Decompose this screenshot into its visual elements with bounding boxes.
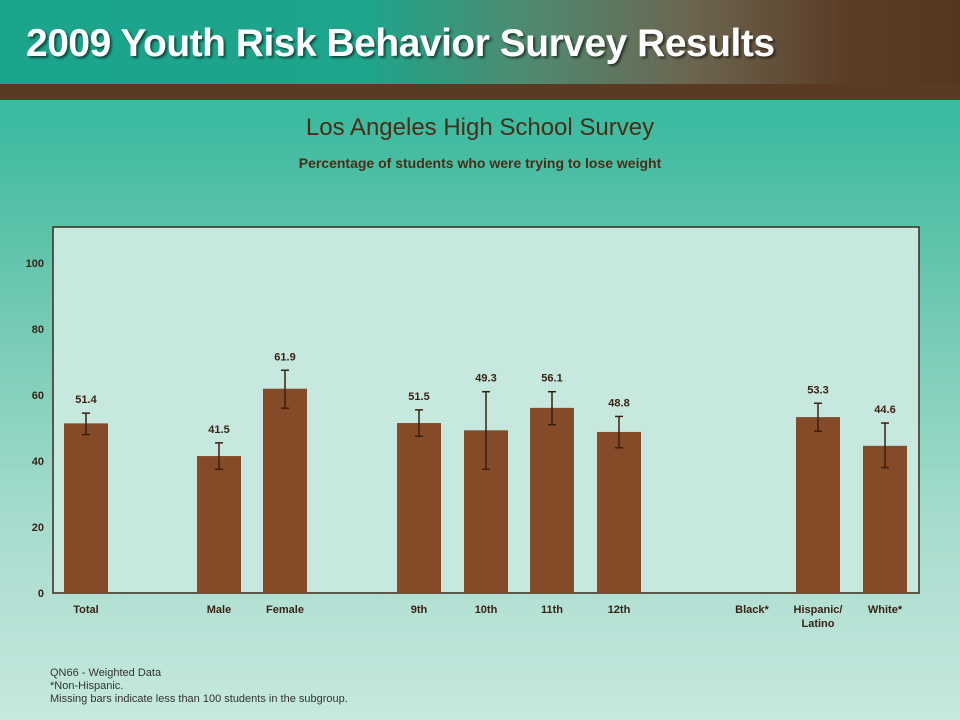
x-axis: Total Male Female 9th 10th 11th 12th Black* Hisp… [73, 604, 903, 630]
x-tick-label: Latino [802, 618, 835, 630]
y-tick-label: 60 [32, 390, 44, 402]
y-axis: 0 20 40 60 80 100 [26, 258, 44, 600]
header-divider [0, 84, 960, 100]
x-tick-label: Black* [735, 604, 769, 616]
data-label: 41.5 [208, 424, 229, 436]
x-tick-label: Total [73, 604, 98, 616]
data-label: 51.5 [408, 391, 429, 403]
footnote-non-hispanic: *Non-Hispanic. [50, 680, 124, 692]
bar [796, 417, 840, 593]
bar [197, 456, 241, 593]
bar [263, 388, 307, 593]
bars-group: 51.4 41.5 61.9 51.5 49.3 56.1 48.8 53.3 44.6 [64, 351, 907, 593]
x-tick-label: Hispanic/ [794, 604, 843, 616]
data-label: 44.6 [874, 404, 895, 416]
data-label: 49.3 [475, 373, 496, 385]
x-tick-label: 10th [475, 604, 498, 616]
bar [863, 445, 907, 593]
y-tick-label: 100 [26, 258, 44, 270]
data-label: 61.9 [274, 351, 295, 363]
bar [597, 431, 641, 593]
y-tick-label: 0 [38, 588, 44, 600]
x-tick-label: 12th [608, 604, 631, 616]
data-label: 51.4 [75, 394, 97, 406]
x-tick-label: 9th [411, 604, 428, 616]
header-banner [0, 0, 960, 88]
bar [64, 423, 108, 593]
chart-title: Los Angeles High School Survey [305, 114, 655, 141]
y-tick-label: 40 [32, 456, 44, 468]
data-label: 48.8 [608, 397, 629, 409]
data-label: 53.3 [807, 384, 828, 396]
x-tick-label: Female [266, 604, 304, 616]
chart-subtitle: Percentage of students who were trying t… [298, 155, 662, 171]
footnotes: QN66 - Weighted Data *Non-Hispanic. Miss… [50, 667, 348, 706]
footnote-missing-bars: Missing bars indicate less than 100 stud… [50, 693, 348, 705]
data-label: 56.1 [541, 373, 562, 385]
page-title: 2009 Youth Risk Behavior Survey Results [26, 22, 775, 65]
y-tick-label: 20 [32, 522, 44, 534]
x-tick-label: White* [868, 604, 903, 616]
y-tick-label: 80 [32, 324, 44, 336]
footnote-data-source: QN66 - Weighted Data [50, 667, 162, 679]
bar [397, 423, 441, 593]
bar [530, 407, 574, 593]
x-tick-label: Male [207, 604, 231, 616]
x-tick-label: 11th [541, 604, 563, 616]
